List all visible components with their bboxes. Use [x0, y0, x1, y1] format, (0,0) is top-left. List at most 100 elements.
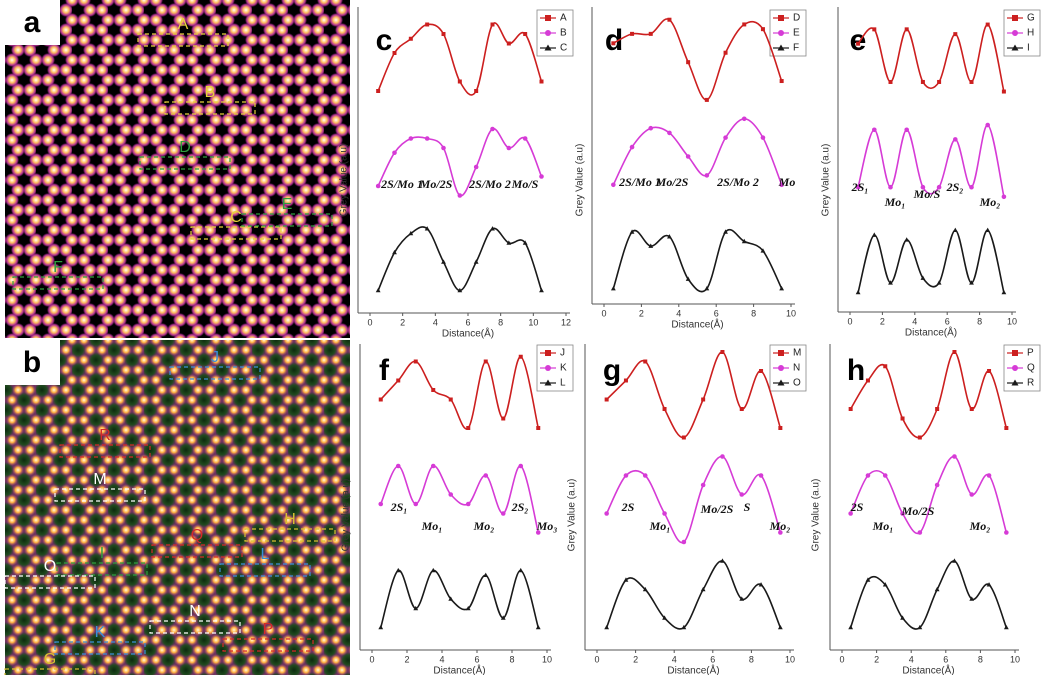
profile-line	[380, 465, 540, 533]
legend-label: F	[793, 43, 799, 54]
marker	[642, 586, 648, 592]
profile-box	[169, 366, 261, 380]
marker	[855, 289, 861, 295]
x-tick-label: 10	[1010, 654, 1020, 664]
marker	[392, 51, 397, 55]
marker	[441, 145, 446, 151]
profile-box	[12, 276, 104, 290]
annotation: 2S/Mo 1	[618, 175, 661, 189]
x-tick-label: 2	[400, 317, 405, 327]
marker	[500, 615, 506, 620]
marker	[778, 426, 783, 430]
marker	[1001, 194, 1007, 200]
legend-label: H	[1027, 28, 1034, 39]
marker	[723, 229, 728, 234]
marker	[667, 17, 672, 22]
x-tick-label: 6	[474, 654, 479, 664]
marker	[739, 596, 745, 601]
x-tick-label: 0	[847, 316, 852, 326]
profile-box	[190, 226, 282, 240]
marker	[378, 624, 384, 630]
marker	[742, 22, 747, 27]
marker	[883, 364, 888, 369]
legend-label: C	[560, 43, 567, 54]
marker	[872, 27, 877, 32]
profile-line	[379, 569, 540, 628]
profile-line	[605, 560, 782, 630]
annotation: Mo/2S	[700, 502, 734, 516]
marker	[408, 230, 414, 236]
legend-label: O	[793, 378, 801, 389]
marker	[700, 586, 706, 592]
marker	[424, 226, 430, 231]
x-tick-label: 0	[367, 317, 372, 327]
marker	[1004, 530, 1009, 535]
profile-label: B	[205, 84, 216, 101]
profile-line	[380, 355, 540, 430]
y-axis-label: Grey Value (a.u)	[341, 479, 352, 552]
legend-label: I	[1027, 43, 1030, 54]
marker	[986, 473, 992, 478]
profile-label: Q	[191, 527, 203, 544]
marker	[934, 586, 940, 592]
legend-marker	[1012, 350, 1018, 356]
letter-box	[5, 340, 60, 385]
marker	[424, 136, 430, 141]
marker	[888, 79, 893, 84]
marker	[518, 354, 523, 359]
marker	[882, 473, 888, 478]
legend-marker	[777, 379, 785, 386]
marker	[466, 426, 471, 430]
panel-letter: f	[379, 354, 390, 387]
annotation: 2S/Mo 2	[468, 177, 511, 191]
x-tick-label: 6	[714, 308, 719, 318]
panel-letter: c	[376, 24, 393, 57]
marker	[474, 89, 479, 93]
marker	[395, 463, 401, 469]
profile-label: A	[178, 16, 189, 33]
profile-box	[139, 156, 231, 170]
marker	[935, 407, 940, 411]
profile-label: P	[263, 621, 274, 638]
x-tick-label: 6	[465, 317, 470, 327]
x-tick-label: 4	[676, 308, 681, 318]
marker	[904, 127, 909, 133]
profile-line	[849, 351, 1008, 439]
profile-box	[137, 33, 229, 47]
profile-box	[4, 668, 96, 675]
y-axis-label: Grey Value (a.u)	[567, 479, 578, 552]
marker	[490, 226, 495, 231]
annotation: 2S₁	[851, 180, 869, 194]
marker	[604, 511, 609, 516]
profile-box	[241, 213, 333, 227]
marker	[969, 280, 974, 285]
marker	[986, 582, 992, 587]
annotation: Mo₁	[421, 519, 443, 533]
profile-line	[612, 18, 783, 101]
marker	[375, 183, 381, 189]
legend-label: P	[1027, 348, 1034, 359]
marker	[623, 378, 628, 383]
marker	[448, 596, 454, 601]
marker	[441, 259, 446, 264]
marker	[848, 511, 853, 516]
marker	[392, 150, 397, 156]
profile-box	[4, 575, 96, 589]
annotation: 2S	[850, 500, 864, 514]
marker	[952, 454, 957, 459]
y-axis-label: Grey Value (a.u)	[339, 144, 350, 217]
marker	[539, 79, 544, 84]
marker	[739, 492, 745, 497]
marker	[685, 276, 691, 281]
annotation: 2S₂	[511, 500, 529, 514]
profile-line	[377, 226, 543, 292]
legend-label: M	[793, 348, 801, 359]
legend-marker	[1012, 365, 1018, 371]
x-tick-label: 2	[639, 308, 644, 318]
profile-box	[164, 101, 256, 115]
panel-letter: g	[603, 354, 621, 387]
marker	[969, 492, 975, 497]
marker	[987, 369, 992, 373]
marker	[483, 359, 488, 364]
marker	[904, 27, 909, 32]
